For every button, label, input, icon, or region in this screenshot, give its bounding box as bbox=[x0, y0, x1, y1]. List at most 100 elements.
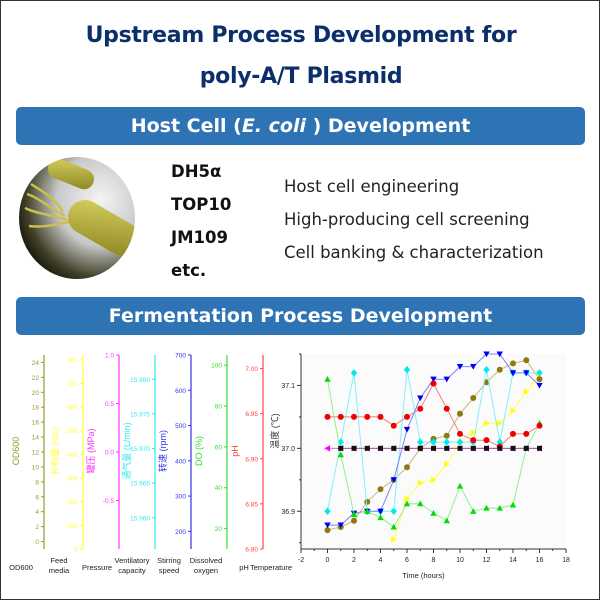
ecoli-illustration-icon bbox=[19, 157, 135, 279]
data-point bbox=[351, 413, 357, 420]
data-point bbox=[350, 369, 358, 377]
axis-tick-label: 16 bbox=[32, 420, 40, 427]
data-point bbox=[337, 438, 344, 446]
axis-tick-label: 400 bbox=[175, 458, 186, 465]
data-point bbox=[444, 460, 450, 468]
axis-tick-label: 100 bbox=[67, 523, 78, 530]
axis-tick-label: 200 bbox=[175, 529, 186, 536]
data-point bbox=[351, 445, 357, 451]
data-point bbox=[444, 445, 450, 451]
data-point bbox=[443, 432, 450, 439]
data-point bbox=[324, 375, 331, 382]
data-point bbox=[377, 514, 384, 521]
axis-tick-label: 300 bbox=[175, 494, 186, 501]
data-point bbox=[391, 536, 397, 543]
axis-bottom-label: capacity bbox=[118, 566, 146, 575]
data-point bbox=[404, 495, 411, 502]
data-point bbox=[457, 430, 463, 437]
data-point bbox=[364, 445, 370, 451]
data-point bbox=[497, 445, 503, 451]
data-point bbox=[324, 522, 331, 529]
axis-tick-label: 15.975 bbox=[130, 411, 150, 418]
strain-item: etc. bbox=[171, 261, 207, 280]
data-point bbox=[470, 445, 476, 451]
axis-tick-label: 24 bbox=[32, 360, 40, 367]
data-point bbox=[496, 351, 503, 358]
data-point bbox=[431, 445, 436, 451]
data-point bbox=[523, 388, 530, 395]
data-point bbox=[443, 517, 450, 524]
data-point bbox=[390, 477, 397, 484]
data-point bbox=[337, 413, 344, 420]
axis-bottom-label: Temperature bbox=[250, 563, 292, 572]
axis-tick-label: 7.00 bbox=[245, 366, 258, 373]
axis-tick-label: 6.80 bbox=[245, 547, 258, 554]
axis-tick-label: 4 bbox=[35, 509, 39, 516]
data-point bbox=[443, 376, 450, 383]
data-point bbox=[324, 507, 331, 515]
host-cell-banner: Host Cell (E. coli ) Development bbox=[16, 107, 585, 145]
x-tick-label: 14 bbox=[509, 557, 517, 564]
fermentation-banner: Fermentation Process Development bbox=[16, 297, 585, 335]
axis-tick-label: 0 bbox=[35, 539, 39, 546]
x-tick-label: 10 bbox=[456, 557, 464, 564]
data-point bbox=[457, 445, 463, 451]
data-point bbox=[350, 511, 358, 517]
axis-tick-label: -0.5 bbox=[103, 498, 115, 505]
axis-tick-label: 800 bbox=[67, 357, 78, 364]
axis-tick-label: 15.965 bbox=[130, 481, 150, 488]
data-point bbox=[456, 438, 464, 446]
data-point bbox=[417, 438, 424, 446]
x-tick-label: 2 bbox=[352, 557, 356, 564]
data-point bbox=[390, 523, 397, 530]
y-tick-label: 37.0 bbox=[281, 446, 295, 453]
data-point bbox=[443, 405, 450, 412]
data-point bbox=[484, 445, 489, 451]
data-point bbox=[483, 351, 490, 358]
axis-tick-label: 8 bbox=[35, 479, 39, 486]
axis-tick-label: 6.90 bbox=[245, 456, 258, 463]
y-tick-label: 37.1 bbox=[281, 383, 295, 390]
data-point bbox=[430, 476, 437, 484]
axis-bottom-label: pH bbox=[239, 563, 249, 572]
data-point bbox=[510, 360, 516, 367]
data-point bbox=[470, 395, 477, 402]
axis-tick-label: 12 bbox=[32, 450, 40, 457]
data-point bbox=[430, 509, 437, 516]
axis-title: DO (%) bbox=[194, 436, 204, 466]
axis-tick-label: 0.5 bbox=[105, 401, 114, 408]
axis-tick-label: 15.980 bbox=[130, 377, 150, 384]
data-point bbox=[497, 419, 503, 427]
data-point bbox=[536, 382, 543, 389]
x-axis-title: Time (hours) bbox=[402, 571, 445, 580]
data-point bbox=[417, 445, 423, 451]
data-point bbox=[483, 379, 490, 386]
axis-title: 罐压 (MPa) bbox=[85, 428, 96, 473]
host-banner-prefix: Host Cell ( bbox=[130, 115, 242, 137]
capability-item: High-producing cell screening bbox=[284, 210, 530, 229]
data-point bbox=[536, 369, 543, 377]
x-tick-label: 18 bbox=[562, 557, 570, 564]
strain-list: DH5α TOP10 JM109 etc. bbox=[171, 162, 231, 294]
axis-tick-label: 20 bbox=[215, 526, 223, 533]
data-point bbox=[470, 364, 477, 370]
host-banner-species: E. coli bbox=[241, 115, 306, 137]
page-title-line1: Upstream Process Development for bbox=[85, 23, 517, 48]
axis-tick-label: 1.0 bbox=[105, 353, 114, 360]
temperature-timecourse-chart: -2 0 2 4 6 8 10 12 14 16 18 36.9 37.0 37.1 Time (hours… bbox=[281, 351, 570, 580]
data-point bbox=[351, 517, 357, 524]
axis-tick-label: 0.0 bbox=[105, 450, 114, 457]
data-point bbox=[509, 370, 517, 377]
data-point bbox=[456, 482, 464, 489]
data-point bbox=[470, 429, 477, 436]
capability-item: Host cell engineering bbox=[284, 177, 460, 196]
axis-tick-label: 700 bbox=[175, 353, 186, 360]
axis-bottom-label: media bbox=[49, 566, 70, 575]
axis-tick-label: 20 bbox=[32, 390, 40, 397]
data-point bbox=[523, 370, 530, 377]
axis-bottom-label: speed bbox=[159, 566, 179, 575]
data-point bbox=[377, 486, 384, 493]
data-point bbox=[403, 366, 411, 374]
data-point bbox=[470, 437, 477, 444]
axis-tick-label: 60 bbox=[215, 444, 223, 451]
